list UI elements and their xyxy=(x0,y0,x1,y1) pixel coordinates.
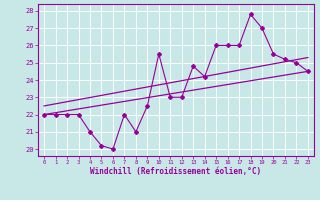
X-axis label: Windchill (Refroidissement éolien,°C): Windchill (Refroidissement éolien,°C) xyxy=(91,167,261,176)
